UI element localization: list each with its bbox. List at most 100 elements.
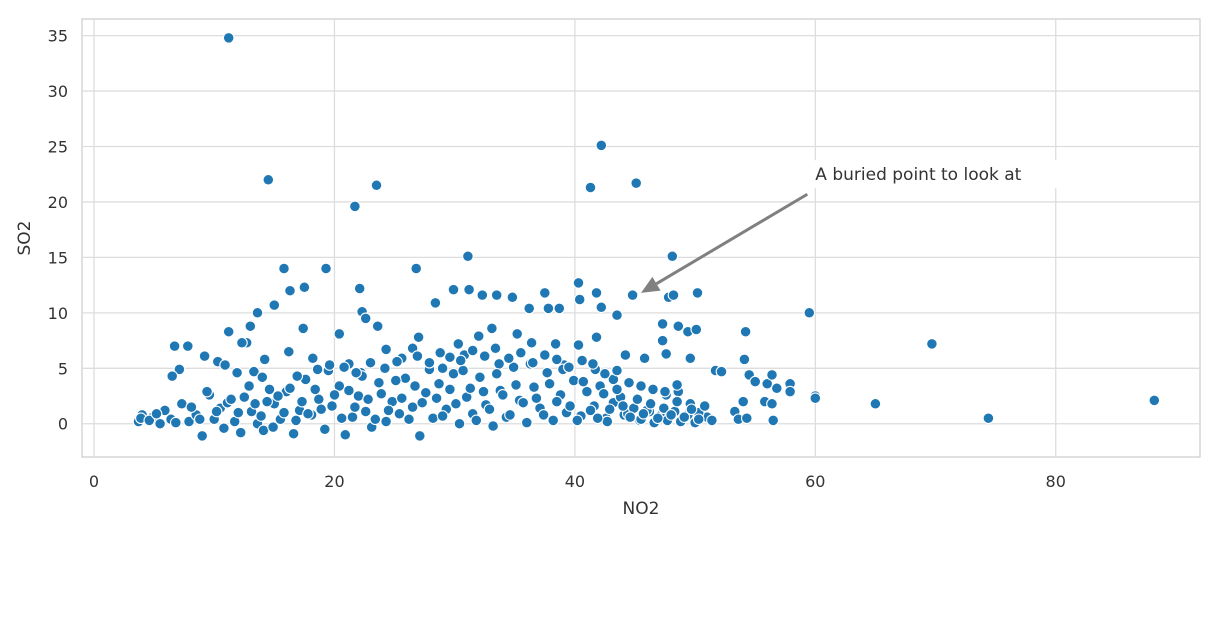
scatter-point [315, 403, 328, 416]
scatter-point [389, 374, 402, 387]
scatter-point [577, 375, 590, 388]
scatter-point [542, 302, 555, 315]
scatter-point [257, 424, 270, 437]
scatter-point [150, 407, 163, 420]
y-tick-label: 35 [48, 27, 68, 46]
scatter-point [537, 409, 550, 421]
scatter-point [666, 250, 679, 263]
annotation-arrow-head [641, 276, 661, 293]
scatter-point [201, 385, 213, 398]
scatter-point [869, 397, 882, 410]
scatter-point [672, 320, 685, 333]
scatter-point [737, 395, 750, 408]
scatter-point [255, 410, 267, 422]
scatter-point [514, 346, 527, 359]
scatter-point [665, 409, 677, 421]
scatter-point [353, 282, 366, 295]
scatter-point [684, 352, 697, 365]
scatter-point [311, 363, 324, 376]
scatter-point [647, 383, 659, 396]
scatter-point [343, 384, 355, 397]
scatter-point [599, 367, 611, 380]
scatter-point [671, 379, 683, 391]
scatter-point [507, 361, 520, 374]
scatter-point [323, 359, 336, 371]
scatter-point [169, 416, 182, 429]
scatter-point [154, 417, 166, 430]
scatter-point [371, 320, 384, 333]
scatter-point [690, 323, 703, 336]
scatter-point [309, 383, 322, 396]
scatter-point [411, 350, 424, 362]
scatter-point [284, 284, 296, 297]
scatter-point [487, 420, 499, 432]
scatter-point [225, 393, 237, 406]
scatter-point [312, 393, 325, 406]
scatter-point [462, 250, 474, 263]
axes-layer: 0 20 40 60 80 0 5 10 15 20 25 30 35 [48, 27, 1066, 491]
scatter-point [168, 340, 181, 352]
x-tick-label: 60 [805, 472, 825, 491]
scatter-point [464, 382, 477, 395]
scatter-point [486, 322, 498, 335]
scatter-point [470, 414, 483, 427]
scatter-point [413, 430, 426, 442]
scatter-point [576, 354, 588, 367]
scatter-point [258, 353, 271, 366]
annotation-text: A buried point to look at [815, 165, 1021, 185]
scatter-point [496, 389, 509, 401]
scatter-point [380, 415, 392, 428]
scatter-point [506, 291, 519, 304]
scatter-point [166, 370, 179, 382]
scatter-point [489, 342, 502, 355]
x-tick-label: 80 [1046, 472, 1066, 491]
scatter-point [624, 411, 637, 423]
scatter-point [587, 358, 599, 370]
scatter-point [656, 318, 669, 330]
scatter-point [691, 287, 704, 299]
scatter-point [236, 336, 248, 349]
scatter-point [287, 427, 300, 440]
scatter-point [631, 393, 644, 406]
scatter-point [452, 338, 465, 350]
scatter-point [333, 328, 346, 340]
scatter-point [517, 396, 530, 409]
scatter-point [502, 352, 515, 365]
scatter-point [567, 374, 580, 387]
scatter-point [651, 412, 664, 425]
scatter-point [328, 389, 341, 401]
scatter-point [584, 181, 597, 194]
scatter-point [603, 403, 616, 416]
scatter-point [320, 262, 332, 275]
y-tick-label: 25 [48, 138, 68, 157]
scatter-point [590, 287, 603, 299]
scatter-point [210, 405, 223, 418]
x-tick-label: 20 [324, 472, 344, 491]
scatter-point [291, 370, 304, 382]
scatter-point [181, 340, 194, 352]
scatter-point [429, 297, 442, 309]
scatter-point [571, 414, 584, 427]
points-layer [132, 32, 1161, 442]
scatter-point [290, 414, 302, 427]
scatter-point [249, 397, 261, 410]
scatter-point [261, 395, 273, 408]
scatter-point [635, 380, 647, 392]
scatter-point [472, 330, 485, 342]
scatter-point [573, 293, 586, 306]
scatter-point [409, 380, 421, 392]
scatter-point [457, 364, 469, 377]
scatter-point [296, 395, 308, 408]
scatter-point [520, 416, 533, 429]
scatter-point [982, 412, 995, 425]
scatter-point [369, 413, 382, 426]
y-tick-label: 5 [58, 359, 68, 378]
scatter-point [447, 367, 460, 380]
scatter-point [619, 349, 632, 361]
scatter-point [525, 336, 538, 349]
scatter-point [318, 423, 331, 436]
annotation-layer: A buried point to look at [641, 160, 1058, 293]
scatter-point [272, 390, 284, 402]
scatter-point [231, 366, 243, 379]
scatter-point [219, 359, 231, 371]
